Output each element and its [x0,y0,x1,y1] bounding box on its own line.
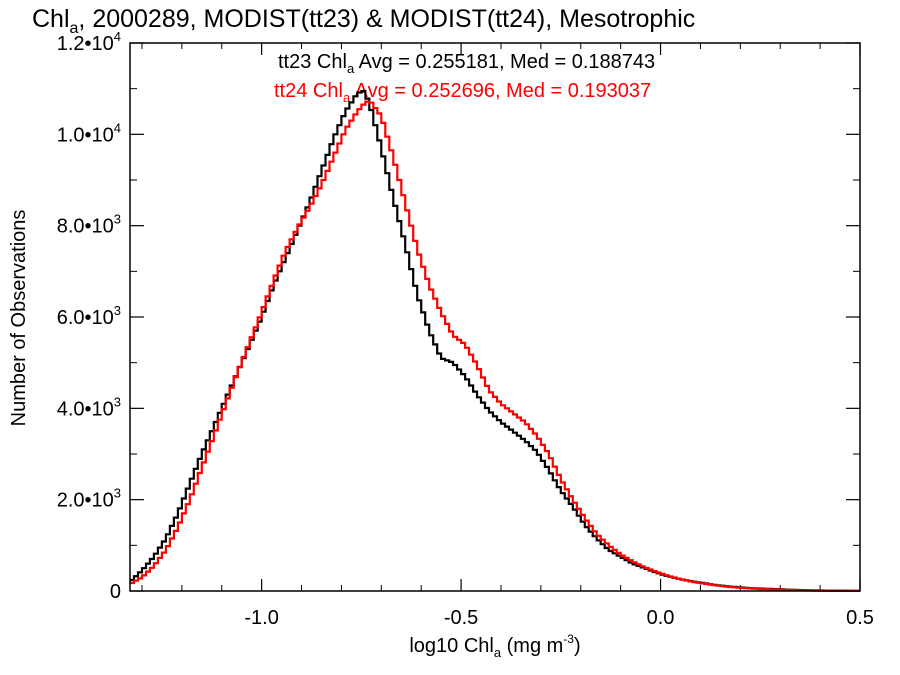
x-tick-label: 0.5 [846,607,874,629]
plot-frame [129,42,861,592]
y-tick-label: 1.2•104 [57,29,121,55]
y-tick-label: 1.0•104 [57,120,121,146]
y-tick-label: 8.0•103 [57,212,121,238]
y-tick-label: 4.0•103 [57,394,121,420]
series-tt24-line [130,100,860,592]
series-tt23-line [130,89,860,592]
chart-title: Chla, 2000289, MODIST(tt23) & MODIST(tt2… [32,5,695,37]
y-axis-label: Number of Observations [8,210,30,427]
x-axis-label: log10 Chla (mg m-3) [409,632,580,660]
x-tick-label: -1.0 [244,607,278,629]
legend-entry-tt24: tt24 Chla Avg = 0.252696, Med = 0.193037 [274,80,651,105]
legend: tt23 Chla Avg = 0.255181, Med = 0.188743… [274,51,655,105]
x-tick-label: 0.0 [647,607,675,629]
y-tick-label: 2.0•103 [57,486,121,512]
legend-entry-tt23: tt23 Chla Avg = 0.255181, Med = 0.188743 [278,51,655,76]
y-tick-label: 6.0•103 [57,303,121,329]
x-tick-label: -0.5 [444,607,478,629]
y-tick-label: 0 [110,581,121,603]
